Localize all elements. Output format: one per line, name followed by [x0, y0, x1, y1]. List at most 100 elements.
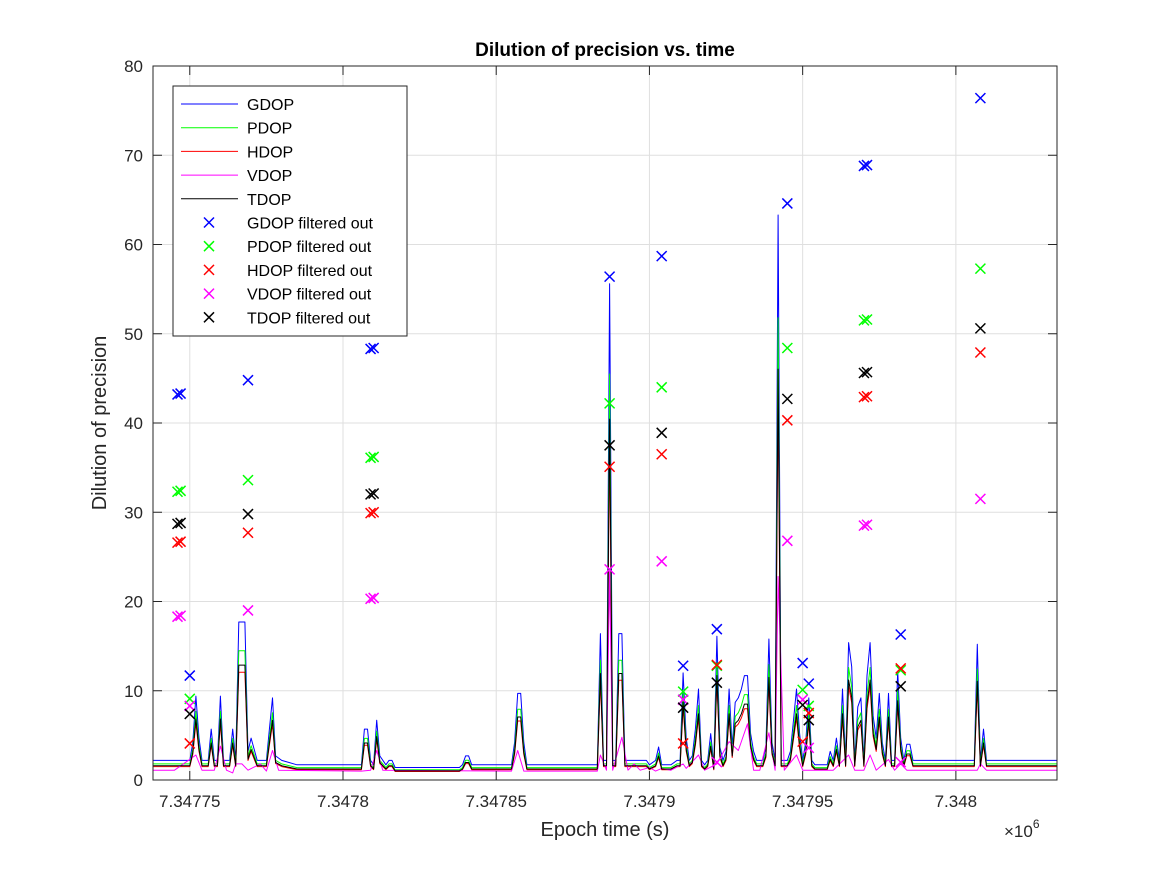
- x-tick-label: 7.34795: [772, 792, 833, 811]
- data-point-marker: [781, 197, 793, 209]
- data-point-marker: [861, 313, 873, 326]
- x-tick-label: 7.3478: [317, 792, 369, 811]
- data-point-marker: [365, 488, 377, 500]
- y-tick-label: 60: [124, 236, 143, 255]
- data-point-marker: [656, 381, 668, 393]
- x-exponent-base: ×10: [1004, 822, 1033, 841]
- data-point-marker: [781, 393, 793, 405]
- data-point-marker: [677, 660, 689, 672]
- series-markers-gdop-filtered-out: [171, 92, 986, 690]
- data-point-marker: [895, 680, 907, 692]
- legend: GDOP PDOP HDOP VDOP TDOP GDOP filtered out PDO…: [172, 85, 408, 337]
- data-point-marker: [858, 160, 870, 172]
- series-markers: [171, 92, 986, 768]
- data-point-marker: [175, 610, 187, 622]
- data-point-marker: [974, 493, 986, 505]
- legend-label: GDOP: [247, 97, 294, 114]
- data-point-marker: [656, 448, 668, 460]
- x-axis-label: Epoch time (s): [541, 819, 670, 841]
- data-point-marker: [677, 702, 689, 714]
- legend-marker: [203, 288, 215, 300]
- y-tick-label: 70: [124, 146, 143, 165]
- data-point-marker: [184, 737, 196, 749]
- data-point-marker: [604, 461, 616, 473]
- legend-marker: [203, 216, 215, 229]
- data-point-marker: [368, 592, 380, 604]
- data-point-marker: [368, 342, 380, 354]
- axis-ticks: 7.34775 7.3478 7.34785 7.3479 7.34795 7.348 0 1…: [124, 57, 1057, 811]
- y-tick-label: 40: [124, 414, 143, 433]
- legend-marker: [203, 311, 215, 323]
- legend-label: HDOP: [247, 144, 293, 161]
- data-point-marker: [711, 756, 723, 768]
- data-point-marker: [711, 623, 723, 635]
- data-point-marker: [604, 397, 616, 409]
- data-point-marker: [175, 388, 187, 400]
- x-exponent-label: ×106: [1004, 817, 1040, 841]
- data-point-marker: [711, 677, 723, 689]
- data-point-marker: [242, 374, 254, 386]
- legend-label: HDOP filtered out: [247, 263, 373, 280]
- legend-label: PDOP filtered out: [247, 239, 372, 256]
- data-point-marker: [974, 263, 986, 275]
- data-point-marker: [861, 519, 873, 531]
- legend-label: TDOP filtered out: [247, 310, 371, 327]
- data-point-marker: [781, 342, 793, 354]
- x-tick-label: 7.348: [935, 792, 978, 811]
- legend-label: VDOP: [247, 168, 292, 185]
- data-point-marker: [861, 366, 873, 378]
- series-markers-tdop-filtered-out: [171, 322, 986, 726]
- legend-marker: [203, 264, 215, 276]
- data-point-marker: [858, 520, 870, 532]
- data-point-marker: [604, 271, 616, 283]
- data-point-marker: [365, 593, 377, 605]
- data-point-marker: [365, 452, 377, 464]
- data-point-marker: [797, 699, 809, 711]
- data-point-marker: [171, 388, 184, 400]
- data-point-marker: [797, 694, 809, 706]
- data-point-marker: [656, 555, 668, 567]
- legend-marker: [203, 240, 215, 252]
- data-point-marker: [368, 506, 380, 518]
- data-point-marker: [184, 700, 196, 712]
- y-tick-label: 10: [124, 682, 143, 701]
- series-line-tdop: [153, 368, 1057, 772]
- data-point-marker: [171, 486, 184, 498]
- data-point-marker: [365, 507, 377, 519]
- data-point-marker: [242, 474, 254, 486]
- x-exponent-power: 6: [1033, 817, 1040, 831]
- data-point-marker: [861, 390, 873, 402]
- y-tick-label: 30: [124, 503, 143, 522]
- data-point-marker: [711, 659, 723, 671]
- chart-title: Dilution of precision vs. time: [475, 40, 735, 61]
- data-point-marker: [861, 159, 873, 171]
- data-point-marker: [604, 563, 616, 575]
- data-point-marker: [974, 322, 986, 334]
- data-point-marker: [858, 314, 870, 326]
- data-point-marker: [895, 664, 907, 676]
- data-point-marker: [184, 670, 196, 682]
- data-point-marker: [368, 487, 380, 500]
- x-tick-label: 7.3479: [623, 792, 675, 811]
- y-axis-label: Dilution of precision: [89, 336, 111, 511]
- data-point-marker: [184, 708, 196, 720]
- y-tick-label: 20: [124, 593, 143, 612]
- data-point-marker: [171, 518, 184, 530]
- data-point-marker: [895, 628, 907, 641]
- data-point-marker: [781, 414, 793, 426]
- data-point-marker: [171, 537, 184, 549]
- data-point-marker: [803, 742, 815, 754]
- data-point-marker: [677, 694, 689, 706]
- legend-label: TDOP: [247, 192, 291, 209]
- data-point-marker: [242, 527, 254, 539]
- data-point-marker: [365, 343, 377, 355]
- data-point-marker: [797, 684, 809, 696]
- data-point-marker: [895, 756, 907, 768]
- legend-label: GDOP filtered out: [247, 216, 374, 233]
- x-tick-label: 7.34785: [465, 792, 526, 811]
- data-point-marker: [677, 737, 689, 749]
- data-point-marker: [175, 536, 187, 548]
- legend-label: VDOP filtered out: [247, 287, 372, 304]
- data-point-marker: [656, 250, 668, 262]
